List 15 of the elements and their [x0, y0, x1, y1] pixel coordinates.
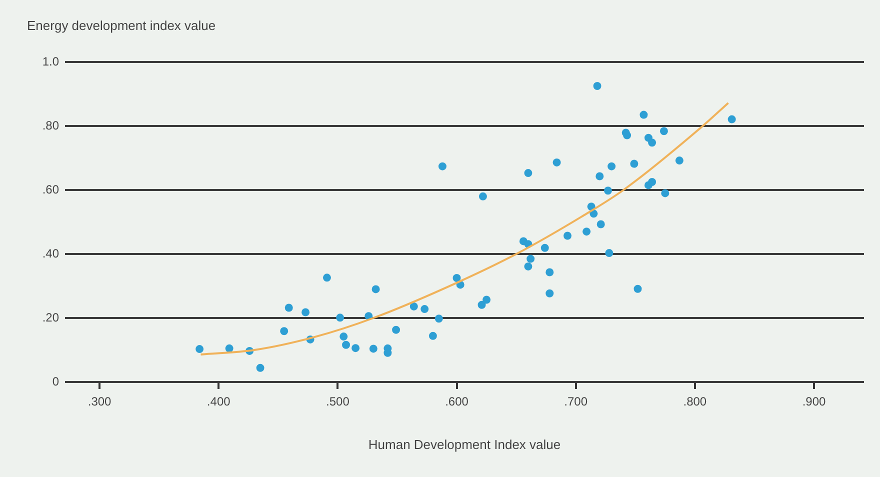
x-tick-label: .300: [88, 394, 112, 409]
y-tick-label: 1.0: [42, 54, 60, 68]
y-tick-label: .40: [42, 246, 60, 260]
y-tick-label: .20: [42, 310, 60, 324]
y-tick-label: 0: [52, 374, 60, 388]
x-tick-label: .600: [445, 394, 469, 409]
x-tick-label: .500: [326, 394, 350, 409]
x-tick-label: .800: [683, 394, 707, 409]
x-tick-label: .400: [206, 394, 231, 409]
x-tick-label: .700: [564, 394, 588, 409]
y-tick-label: .80: [42, 118, 60, 132]
x-axis-title: Human Development Index value: [368, 436, 561, 452]
y-tick-label: .60: [42, 182, 60, 196]
x-tick-label: .900: [802, 394, 826, 409]
y-axis-title: Energy development index value: [27, 18, 216, 33]
